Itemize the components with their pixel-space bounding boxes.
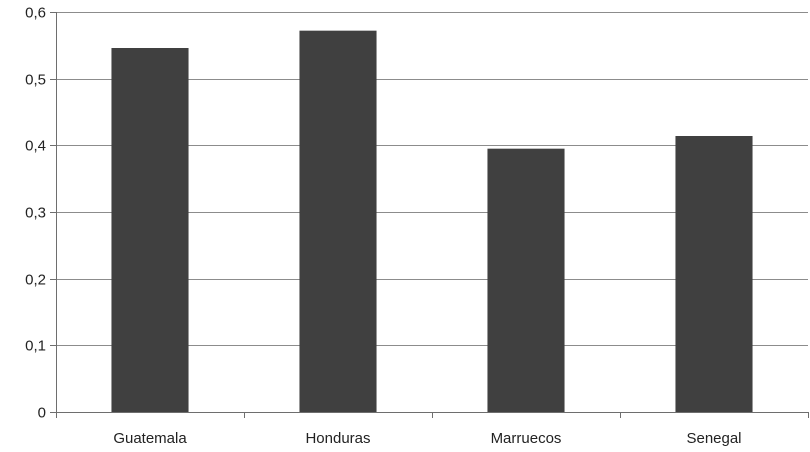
y-tick-label: 0 (38, 405, 46, 422)
y-axis-ticks: 0 0,1 0,2 0,3 0,4 0,5 0,6 (25, 5, 56, 422)
bars (111, 30, 753, 413)
bar-senegal (675, 136, 753, 412)
y-tick-label: 0,6 (25, 5, 46, 22)
y-tick-label: 0,4 (25, 138, 46, 155)
y-tick-label: 0,1 (25, 338, 46, 355)
x-tick-label: Marruecos (491, 430, 562, 447)
x-tick-label: Senegal (686, 430, 741, 447)
bar-honduras (299, 30, 377, 413)
bar-marruecos (487, 148, 565, 412)
y-tick-label: 0,3 (25, 205, 46, 222)
x-tick-label: Honduras (305, 430, 370, 447)
bar-guatemala (111, 48, 189, 412)
x-tick-label: Guatemala (113, 430, 187, 447)
x-axis-ticks: Guatemala Honduras Marruecos Senegal (56, 412, 809, 447)
y-tick-label: 0,2 (25, 272, 46, 289)
y-tick-label: 0,5 (25, 72, 46, 89)
